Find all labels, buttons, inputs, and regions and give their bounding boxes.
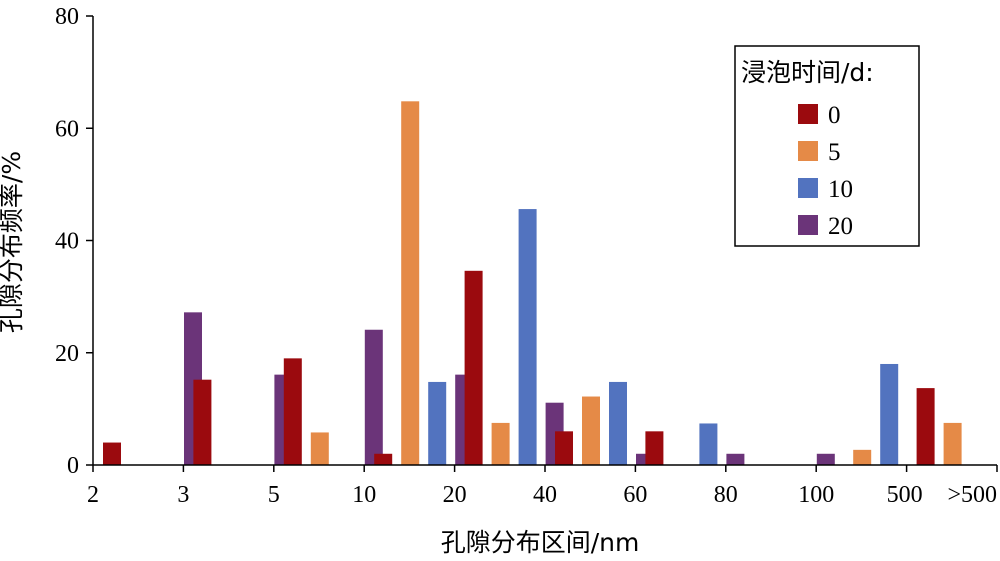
x-tick-label: 5 — [268, 482, 280, 508]
y-tick-label: 80 — [55, 4, 79, 30]
legend-title: 浸泡时间/d: — [741, 58, 874, 87]
bar-series-10-10-20 — [428, 381, 447, 465]
bar-series-20-5-10 — [364, 329, 383, 465]
x-tick-label: 80 — [714, 482, 738, 508]
x-tick-label: 500 — [887, 482, 923, 508]
legend-label-20: 20 — [828, 213, 853, 240]
legend-label-10: 10 — [828, 176, 853, 203]
bar-series-0-3-5 — [193, 379, 212, 465]
y-tick-label: 60 — [55, 116, 79, 142]
bar-series-5-40-60 — [582, 396, 600, 465]
bar-series-0-2-3 — [103, 442, 121, 465]
bar-series-10-60-80 — [699, 423, 718, 465]
y-axis-title: 孔隙分布频率/% — [0, 151, 26, 333]
bars-layer — [103, 101, 962, 465]
x-tick-label: 3 — [177, 482, 189, 508]
x-axis-ticks: 2 3 5 10 20 40 60 80 100 500 >500 — [87, 465, 998, 508]
legend-swatch-20 — [798, 215, 818, 235]
x-axis-title: 孔隙分布区间/nm — [441, 528, 640, 557]
legend-swatch-10 — [798, 178, 818, 198]
legend-swatch-0 — [798, 104, 818, 124]
y-tick-label: 20 — [55, 341, 79, 367]
legend-items: 0 5 10 20 — [798, 102, 853, 240]
bar-series-20-40-60 — [636, 453, 654, 465]
y-tick-label: 40 — [55, 229, 79, 255]
bar-series-10-40-60 — [609, 381, 627, 465]
bar-series-5-20-40 — [491, 422, 510, 465]
legend-swatch-5 — [798, 141, 818, 161]
legend-label-0: 0 — [828, 102, 841, 129]
bar-series-0-500->500 — [916, 388, 935, 465]
bar-series-10-20-40 — [518, 209, 537, 465]
bar-series-0-5-10 — [283, 358, 302, 465]
bar-series-0-10-20 — [374, 453, 393, 465]
bar-series-0-20-40 — [464, 270, 483, 465]
legend: 浸泡时间/d: 0 5 10 20 — [734, 45, 920, 247]
bar-series-5-5-10 — [310, 432, 329, 465]
x-tick-label: 100 — [798, 482, 834, 508]
x-tick-label: 40 — [533, 482, 557, 508]
bar-series-5-100-500 — [853, 449, 872, 465]
y-tick-label: 0 — [67, 453, 79, 479]
legend-box — [734, 45, 920, 247]
bar-series-10-100-500 — [880, 363, 899, 465]
x-tick-label: 10 — [352, 482, 376, 508]
x-tick-label: >500 — [947, 482, 997, 508]
bar-series-5-10-20 — [401, 101, 420, 465]
bar-series-20-80-100 — [816, 453, 835, 465]
bar-series-0-60-80 — [645, 431, 664, 465]
bar-series-5-500->500 — [943, 422, 962, 465]
bar-series-20-60-80 — [726, 453, 745, 465]
y-axis-ticks: 0 20 40 60 80 — [55, 4, 93, 479]
legend-label-5: 5 — [828, 139, 841, 166]
x-tick-label: 2 — [87, 482, 99, 508]
x-tick-label: 20 — [443, 482, 467, 508]
x-tick-label: 60 — [623, 482, 647, 508]
bar-series-0-40-60 — [555, 431, 573, 465]
